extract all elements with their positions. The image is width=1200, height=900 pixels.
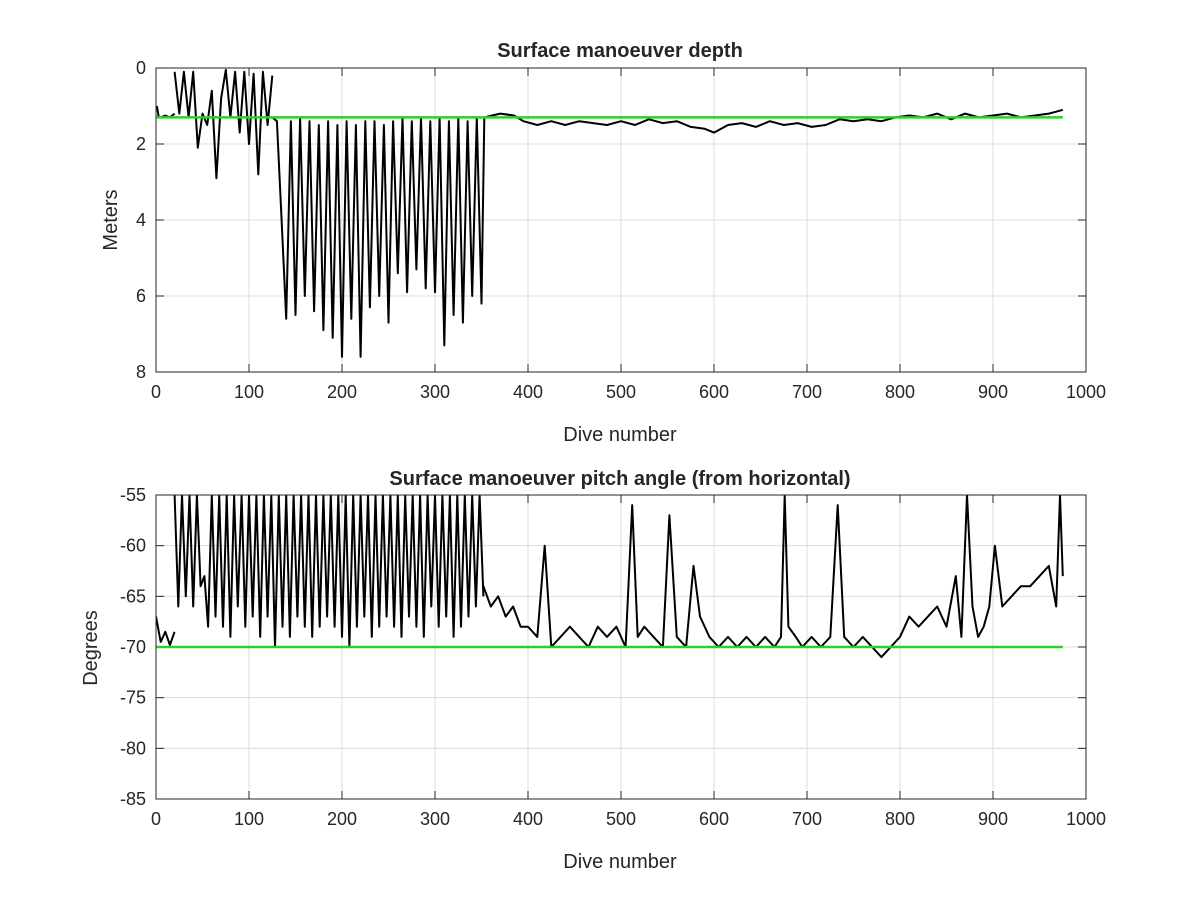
- depth-chart-ytick-label: 8: [136, 362, 146, 382]
- depth-chart-xtick-label: 200: [327, 382, 357, 402]
- pitch-chart-ytick-label: -60: [120, 536, 146, 556]
- pitch-chart-ytick-label: -55: [120, 485, 146, 505]
- depth-chart-xtick-label: 400: [513, 382, 543, 402]
- depth-chart-xtick-label: 700: [792, 382, 822, 402]
- pitch-chart-xtick-label: 900: [978, 809, 1008, 829]
- pitch-chart-ytick-label: -75: [120, 688, 146, 708]
- pitch-chart-xtick-label: 800: [885, 809, 915, 829]
- depth-chart-series-line-4: [484, 108, 1064, 134]
- pitch-chart: Surface manoeuver pitch angle (from hori…: [80, 468, 1106, 873]
- depth-chart-series-line-3: [271, 116, 486, 358]
- depth-chart-plot-area: [156, 68, 1064, 358]
- pitch-chart-xtick-label: 200: [327, 809, 357, 829]
- depth-chart-series-line-2: [173, 68, 274, 180]
- depth-chart-ylabel: Meters: [100, 189, 122, 250]
- depth-chart-ytick-label: 0: [136, 58, 146, 78]
- pitch-chart-ytick-label: -65: [120, 586, 146, 606]
- pitch-chart-xtick-label: 400: [513, 809, 543, 829]
- depth-chart-ytick-label: 4: [136, 210, 146, 230]
- pitch-chart-ytick-label: -80: [120, 738, 146, 758]
- pitch-chart-xlabel: Dive number: [563, 851, 677, 873]
- pitch-chart-xtick-label: 700: [792, 809, 822, 829]
- pitch-chart-xtick-label: 500: [606, 809, 636, 829]
- pitch-chart-title: Surface manoeuver pitch angle (from hori…: [389, 468, 850, 490]
- pitch-chart-plot-area: [156, 495, 1064, 659]
- depth-chart-xtick-label: 0: [151, 382, 161, 402]
- depth-chart-xtick-label: 300: [420, 382, 450, 402]
- depth-chart: Surface manoeuver depth Dive number Mete…: [100, 40, 1106, 446]
- depth-chart-ytick-label: 2: [136, 134, 146, 154]
- depth-chart-title: Surface manoeuver depth: [497, 40, 743, 62]
- depth-chart-xtick-label: 100: [234, 382, 264, 402]
- pitch-chart-xtick-label: 300: [420, 809, 450, 829]
- pitch-chart-series-line-0: [156, 616, 176, 646]
- pitch-chart-xtick-label: 0: [151, 809, 161, 829]
- pitch-chart-xtick-label: 100: [234, 809, 264, 829]
- pitch-chart-ylabel: Degrees: [80, 610, 102, 686]
- pitch-chart-series-line-1: [173, 495, 485, 648]
- depth-chart-xtick-label: 500: [606, 382, 636, 402]
- depth-chart-xtick-label: 600: [699, 382, 729, 402]
- pitch-chart-ytick-label: -70: [120, 637, 146, 657]
- depth-chart-xtick-label: 1000: [1066, 382, 1106, 402]
- depth-chart-xtick-label: 900: [978, 382, 1008, 402]
- depth-chart-ytick-label: 6: [136, 286, 146, 306]
- depth-chart-series-line-0: [156, 105, 160, 118]
- depth-chart-axes-box: [155, 67, 1087, 373]
- pitch-chart-axes-box: [155, 494, 1087, 800]
- pitch-chart-ytick-label: -85: [120, 789, 146, 809]
- pitch-chart-series-line-2: [482, 495, 1064, 659]
- pitch-chart-xtick-label: 1000: [1066, 809, 1106, 829]
- pitch-chart-xtick-label: 600: [699, 809, 729, 829]
- depth-chart-xlabel: Dive number: [563, 424, 677, 446]
- depth-chart-xtick-label: 800: [885, 382, 915, 402]
